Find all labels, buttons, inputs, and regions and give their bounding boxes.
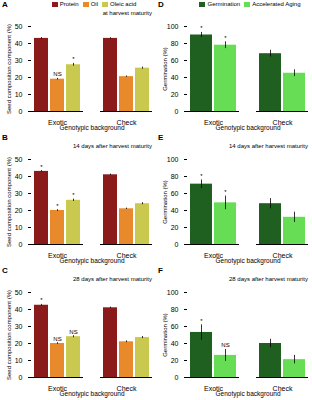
svg-text:Check: Check — [272, 119, 293, 127]
svg-text:Exotic: Exotic — [48, 385, 67, 393]
svg-text:Seed composition component (%): Seed composition component (%) — [6, 157, 12, 247]
svg-text:Genotypic background: Genotypic background — [59, 124, 124, 132]
html-text:Oleic acid: Oleic acid — [110, 1, 137, 7]
svg-text:Exotic: Exotic — [204, 119, 223, 127]
svg-text:0: 0 — [175, 374, 179, 381]
html-text:Oil: Oil — [90, 1, 98, 7]
svg-text:Germination (%): Germination (%) — [162, 313, 168, 357]
svg-text:60: 60 — [171, 57, 179, 64]
svg-text:20: 20 — [171, 357, 179, 364]
svg-text:Genotypic background: Genotypic background — [59, 390, 124, 398]
svg-text:0: 0 — [175, 108, 179, 115]
svg-text:*: * — [200, 25, 203, 31]
svg-text:*: * — [224, 35, 227, 41]
svg-text:80: 80 — [171, 40, 179, 47]
svg-text:NS: NS — [53, 71, 61, 77]
svg-text:0: 0 — [19, 241, 23, 248]
svg-text:100: 100 — [167, 23, 179, 30]
svg-text:NS: NS — [53, 336, 61, 342]
svg-text:Exotic: Exotic — [204, 252, 223, 260]
svg-text:Exotic: Exotic — [204, 385, 223, 393]
svg-text:Seed composition component (%): Seed composition component (%) — [6, 290, 12, 380]
html-text:14 days after harvest maturity: 14 days after harvest maturity — [229, 143, 308, 149]
svg-text:*: * — [200, 318, 203, 324]
svg-text:*: * — [224, 189, 227, 195]
html-text:Protein: Protein — [59, 1, 79, 7]
svg-text:Exotic: Exotic — [48, 252, 67, 260]
svg-text:40: 40 — [171, 74, 179, 81]
svg-text:Genotypic background: Genotypic background — [215, 257, 280, 265]
html-text:Accelerated Aging: Accelerated Aging — [252, 1, 301, 7]
html-text:C: C — [2, 266, 8, 275]
svg-text:*: * — [72, 192, 75, 198]
svg-text:20: 20 — [15, 74, 23, 81]
svg-text:10: 10 — [15, 224, 23, 231]
svg-text:*: * — [72, 56, 75, 62]
svg-text:60: 60 — [171, 190, 179, 197]
html-text:at harvest maturity: at harvest maturity — [102, 10, 152, 16]
html-text:B: B — [2, 133, 8, 142]
svg-text:100: 100 — [167, 156, 179, 163]
svg-text:30: 30 — [15, 57, 23, 64]
html-text:E: E — [158, 133, 164, 142]
svg-text:10: 10 — [15, 357, 23, 364]
svg-text:*: * — [56, 203, 59, 209]
svg-text:30: 30 — [15, 323, 23, 330]
svg-text:40: 40 — [15, 173, 23, 180]
svg-text:40: 40 — [15, 40, 23, 47]
svg-text:30: 30 — [15, 190, 23, 197]
svg-text:60: 60 — [171, 323, 179, 330]
svg-text:20: 20 — [171, 224, 179, 231]
svg-text:Genotypic background: Genotypic background — [215, 390, 280, 398]
html-text:F: F — [158, 266, 163, 275]
svg-text:Exotic: Exotic — [48, 119, 67, 127]
svg-text:40: 40 — [15, 306, 23, 313]
svg-text:NS: NS — [69, 329, 77, 335]
svg-text:50: 50 — [15, 23, 23, 30]
html-text:A: A — [2, 0, 8, 9]
html-text:28 days after harvest maturity: 28 days after harvest maturity — [73, 276, 152, 282]
svg-text:Check: Check — [272, 385, 293, 393]
svg-text:Check: Check — [116, 252, 137, 260]
svg-text:Check: Check — [116, 119, 137, 127]
svg-text:*: * — [200, 173, 203, 179]
svg-text:100: 100 — [167, 289, 179, 296]
svg-text:20: 20 — [15, 207, 23, 214]
svg-text:Germination (%): Germination (%) — [162, 47, 168, 91]
html-text:D: D — [158, 0, 164, 9]
svg-text:NS: NS — [221, 342, 229, 348]
svg-text:80: 80 — [171, 173, 179, 180]
svg-text:0: 0 — [175, 241, 179, 248]
svg-text:80: 80 — [171, 306, 179, 313]
svg-text:Genotypic background: Genotypic background — [215, 124, 280, 132]
html-text:14 days after harvest maturity: 14 days after harvest maturity — [73, 143, 152, 149]
svg-text:20: 20 — [171, 91, 179, 98]
svg-text:20: 20 — [15, 340, 23, 347]
svg-text:Genotypic background: Genotypic background — [59, 257, 124, 265]
svg-text:40: 40 — [171, 340, 179, 347]
svg-text:*: * — [40, 164, 43, 170]
svg-text:Check: Check — [272, 252, 293, 260]
svg-text:Germination (%): Germination (%) — [162, 180, 168, 224]
svg-text:0: 0 — [19, 374, 23, 381]
html-text:Germination: Germination — [207, 1, 241, 7]
svg-text:10: 10 — [15, 91, 23, 98]
svg-text:*: * — [40, 297, 43, 303]
svg-text:50: 50 — [15, 156, 23, 163]
html-text:28 days after harvest maturity: 28 days after harvest maturity — [229, 276, 308, 282]
svg-text:50: 50 — [15, 289, 23, 296]
svg-text:0: 0 — [19, 108, 23, 115]
svg-text:40: 40 — [171, 207, 179, 214]
svg-text:Check: Check — [116, 385, 137, 393]
svg-text:Seed composition component (%): Seed composition component (%) — [6, 24, 12, 114]
